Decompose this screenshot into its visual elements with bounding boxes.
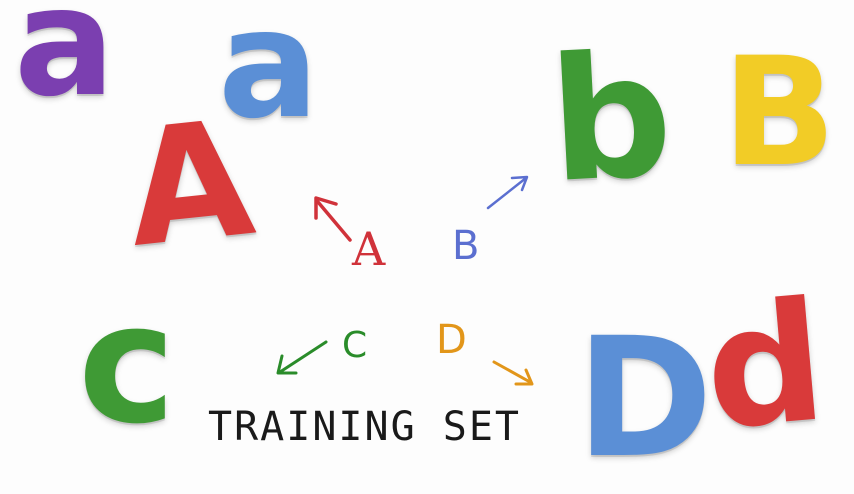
magnet-letter-c-green: c	[78, 268, 176, 460]
magnet-letter-a-purple: a	[14, 0, 116, 130]
label-B: B	[452, 223, 480, 269]
label-A: A	[352, 222, 386, 276]
arrow-to-A	[314, 196, 352, 242]
annotation-arrows	[276, 175, 534, 386]
label-D: D	[436, 317, 467, 363]
magnet-letter-D-blue: D	[576, 302, 713, 494]
arrow-to-b	[486, 175, 529, 210]
arrow-to-D	[492, 360, 534, 386]
whiteboard-scene: a a A b B c D d A B C D TRAINING SE	[14, 0, 837, 494]
arrow-to-c	[276, 340, 328, 375]
label-C: C	[342, 325, 368, 366]
magnet-letter-a-blue: a	[218, 0, 320, 152]
caption-training-set: TRAINING SET	[208, 404, 521, 450]
magnet-letter-B-yellow: B	[722, 26, 837, 200]
